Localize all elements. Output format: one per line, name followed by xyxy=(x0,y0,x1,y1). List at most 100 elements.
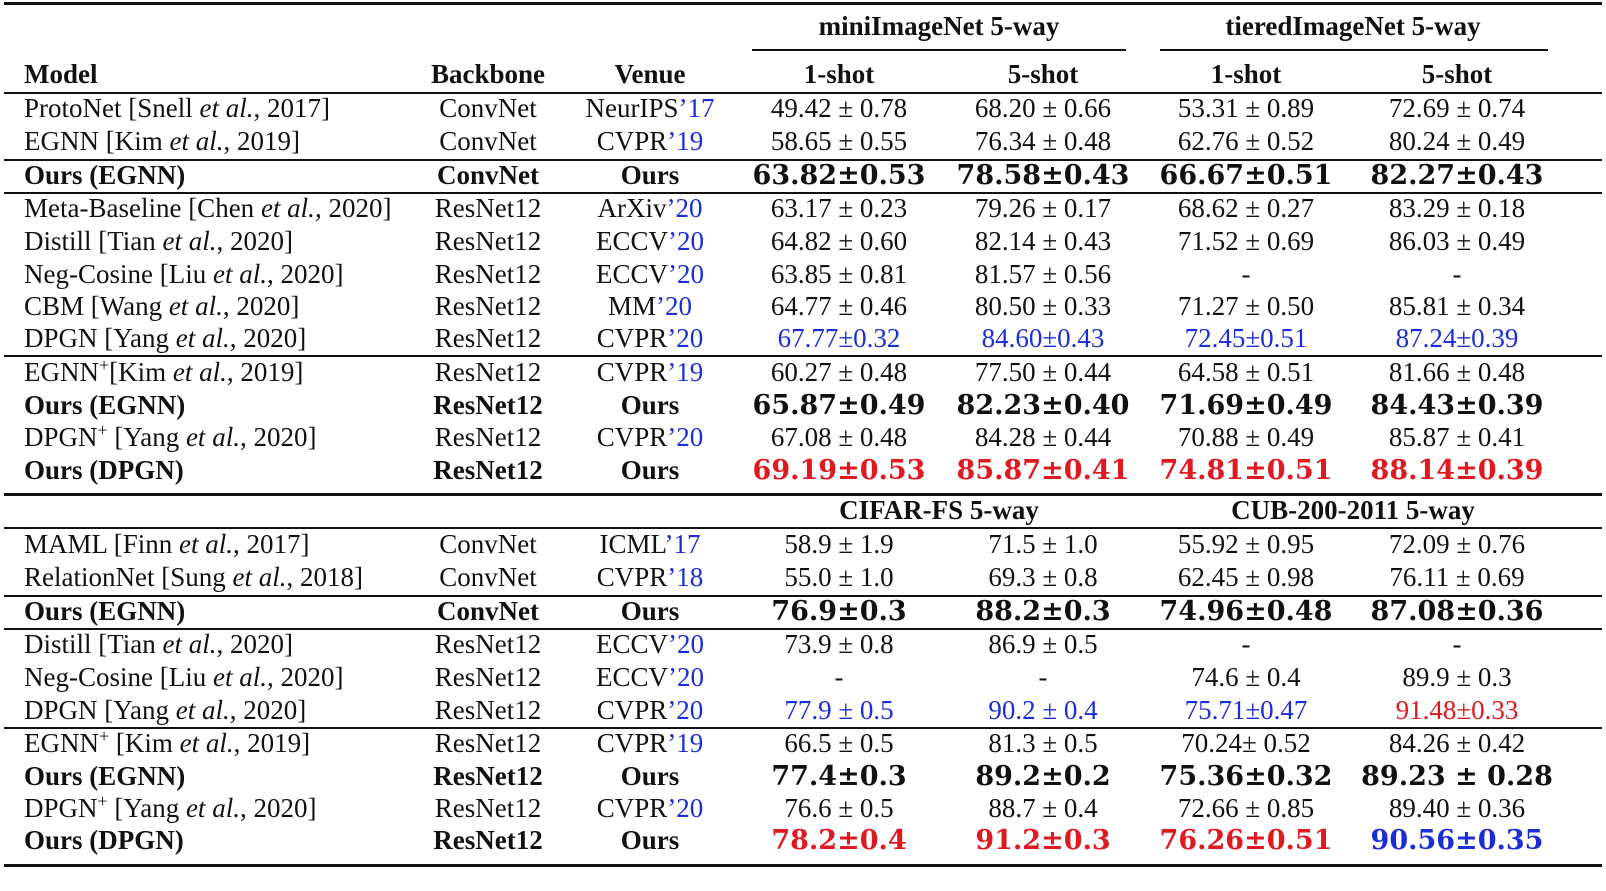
backbone-cell: ResNet12 xyxy=(434,629,542,659)
model-name: EGNN+ [Kim et al., 2019] xyxy=(24,726,311,758)
backbone-cell: ResNet12 xyxy=(433,825,543,855)
score-cell: 89.2±0.2 xyxy=(975,761,1111,792)
score-cell: 88.14±0.39 xyxy=(1370,455,1544,486)
venue-cell: CVPR’19 xyxy=(596,126,704,156)
group-header-cub: CUB-200-2011 5-way xyxy=(1231,495,1475,525)
venue-cell: Ours xyxy=(620,390,680,420)
score-cell: 89.23 ± 0.28 xyxy=(1361,761,1553,792)
score-cell: 86.9 ± 0.5 xyxy=(988,629,1098,659)
score-cell: 74.96±0.48 xyxy=(1159,596,1333,627)
backbone-cell: ResNet12 xyxy=(434,728,542,758)
score-cell: 85.87 ± 0.41 xyxy=(1388,422,1526,452)
score-cell: 78.58±0.43 xyxy=(956,160,1130,191)
score-cell: 80.50 ± 0.33 xyxy=(974,291,1112,321)
model-name: Meta-Baseline [Chen et al., 2020] xyxy=(24,193,392,223)
score-cell: - xyxy=(834,662,844,692)
header-mini-5shot: 5-shot xyxy=(1007,59,1079,89)
score-cell: 70.88 ± 0.49 xyxy=(1177,422,1315,452)
score-cell: 66.5 ± 0.5 xyxy=(784,728,894,758)
model-name: EGNN+[Kim et al., 2019] xyxy=(24,355,304,387)
venue-cell: ArXiv’20 xyxy=(597,193,703,223)
venue-cell: CVPR’19 xyxy=(596,728,704,758)
citation-etal: et al. xyxy=(162,226,217,256)
backbone-cell: ResNet12 xyxy=(434,793,542,823)
score-cell: 63.82±0.53 xyxy=(752,160,926,191)
backbone-cell: ResNet12 xyxy=(434,662,542,692)
venue-cell: ECCV’20 xyxy=(595,226,705,256)
venue-cell: Ours xyxy=(620,825,680,855)
citation-etal: et al. xyxy=(179,529,234,559)
score-cell: - xyxy=(1452,629,1462,659)
score-cell: 53.31 ± 0.89 xyxy=(1177,93,1315,123)
group-header-tieredimagenet: tieredImageNet 5-way xyxy=(1225,11,1481,41)
score-cell: 58.9 ± 1.9 xyxy=(784,529,894,559)
score-cell: 72.69 ± 0.74 xyxy=(1388,93,1526,123)
score-cell: 91.48±0.33 xyxy=(1395,695,1519,725)
group-header-miniimagenet: miniImageNet 5-way xyxy=(818,11,1060,41)
model-name: MAML [Finn et al., 2017] xyxy=(24,529,310,559)
backbone-cell: ConvNet xyxy=(439,529,537,559)
score-cell: 65.87±0.49 xyxy=(752,390,926,421)
score-cell: 82.14 ± 0.43 xyxy=(974,226,1112,256)
venue-cell: Ours xyxy=(620,596,680,626)
backbone-cell: ConvNet xyxy=(437,596,539,626)
score-cell: 77.9 ± 0.5 xyxy=(784,695,894,725)
backbone-cell: ResNet12 xyxy=(434,357,542,387)
score-cell: 66.67±0.51 xyxy=(1159,160,1333,191)
model-name: ProtoNet [Snell et al., 2017] xyxy=(24,93,330,123)
backbone-cell: ResNet12 xyxy=(434,323,542,353)
score-cell: 75.71±0.47 xyxy=(1184,695,1308,725)
score-cell: 86.03 ± 0.49 xyxy=(1388,226,1526,256)
section-rule-4 xyxy=(4,595,1602,597)
model-name: Ours (DPGN) xyxy=(24,455,184,485)
score-cell: 63.17 ± 0.23 xyxy=(770,193,908,223)
citation-etal: et al. xyxy=(185,793,240,823)
score-cell: 77.50 ± 0.44 xyxy=(974,357,1112,387)
venue-cell: CVPR’20 xyxy=(596,695,704,725)
model-name: DPGN [Yang et al., 2020] xyxy=(24,323,307,353)
score-cell: 83.29 ± 0.18 xyxy=(1388,193,1526,223)
backbone-cell: ResNet12 xyxy=(434,291,542,321)
score-cell: 84.26 ± 0.42 xyxy=(1388,728,1526,758)
section-rule-3 xyxy=(4,355,1602,357)
header-mini-1shot: 1-shot xyxy=(803,59,875,89)
score-cell: 88.7 ± 0.4 xyxy=(988,793,1098,823)
venue-cell: Ours xyxy=(620,761,680,791)
score-cell: 69.3 ± 0.8 xyxy=(988,562,1098,592)
score-cell: 81.3 ± 0.5 xyxy=(988,728,1098,758)
venue-year-link: ’17 xyxy=(664,529,701,559)
venue-cell: Ours xyxy=(620,455,680,485)
backbone-cell: ConvNet xyxy=(437,160,539,190)
score-cell: 74.6 ± 0.4 xyxy=(1191,662,1301,692)
score-cell: 71.52 ± 0.69 xyxy=(1177,226,1315,256)
block2-header-rule xyxy=(4,527,1602,529)
venue-year-link: ’20 xyxy=(667,323,704,353)
venue-year-link: ’17 xyxy=(678,93,715,123)
score-cell: 87.24±0.39 xyxy=(1395,323,1519,353)
model-name: Ours (EGNN) xyxy=(24,390,186,420)
venue-cell: MM’20 xyxy=(607,291,693,321)
score-cell: 85.81 ± 0.34 xyxy=(1388,291,1526,321)
citation-etal: et al. xyxy=(199,93,254,123)
score-cell: 89.9 ± 0.3 xyxy=(1402,662,1512,692)
score-cell: 68.62 ± 0.27 xyxy=(1177,193,1315,223)
model-name: Ours (EGNN) xyxy=(24,596,186,626)
citation-etal: et al. xyxy=(185,422,240,452)
group-rule-mini xyxy=(752,49,1126,51)
venue-year-link: ’19 xyxy=(667,357,704,387)
venue-year-link: ’20 xyxy=(668,629,705,659)
model-name: Neg-Cosine [Liu et al., 2020] xyxy=(24,662,344,692)
venue-cell: CVPR’19 xyxy=(596,357,704,387)
score-cell: 63.85 ± 0.81 xyxy=(770,259,908,289)
citation-etal: et al. xyxy=(172,357,227,387)
venue-year-link: ’20 xyxy=(667,695,704,725)
venue-year-link: ’20 xyxy=(667,422,704,452)
venue-cell: Ours xyxy=(620,160,680,190)
score-cell: 84.28 ± 0.44 xyxy=(974,422,1112,452)
score-cell: 71.5 ± 1.0 xyxy=(988,529,1098,559)
score-cell: - xyxy=(1241,629,1251,659)
score-cell: 81.57 ± 0.56 xyxy=(974,259,1112,289)
score-cell: 70.24± 0.52 xyxy=(1181,728,1311,758)
score-cell: 82.23±0.40 xyxy=(956,390,1130,421)
citation-etal: et al. xyxy=(168,291,223,321)
